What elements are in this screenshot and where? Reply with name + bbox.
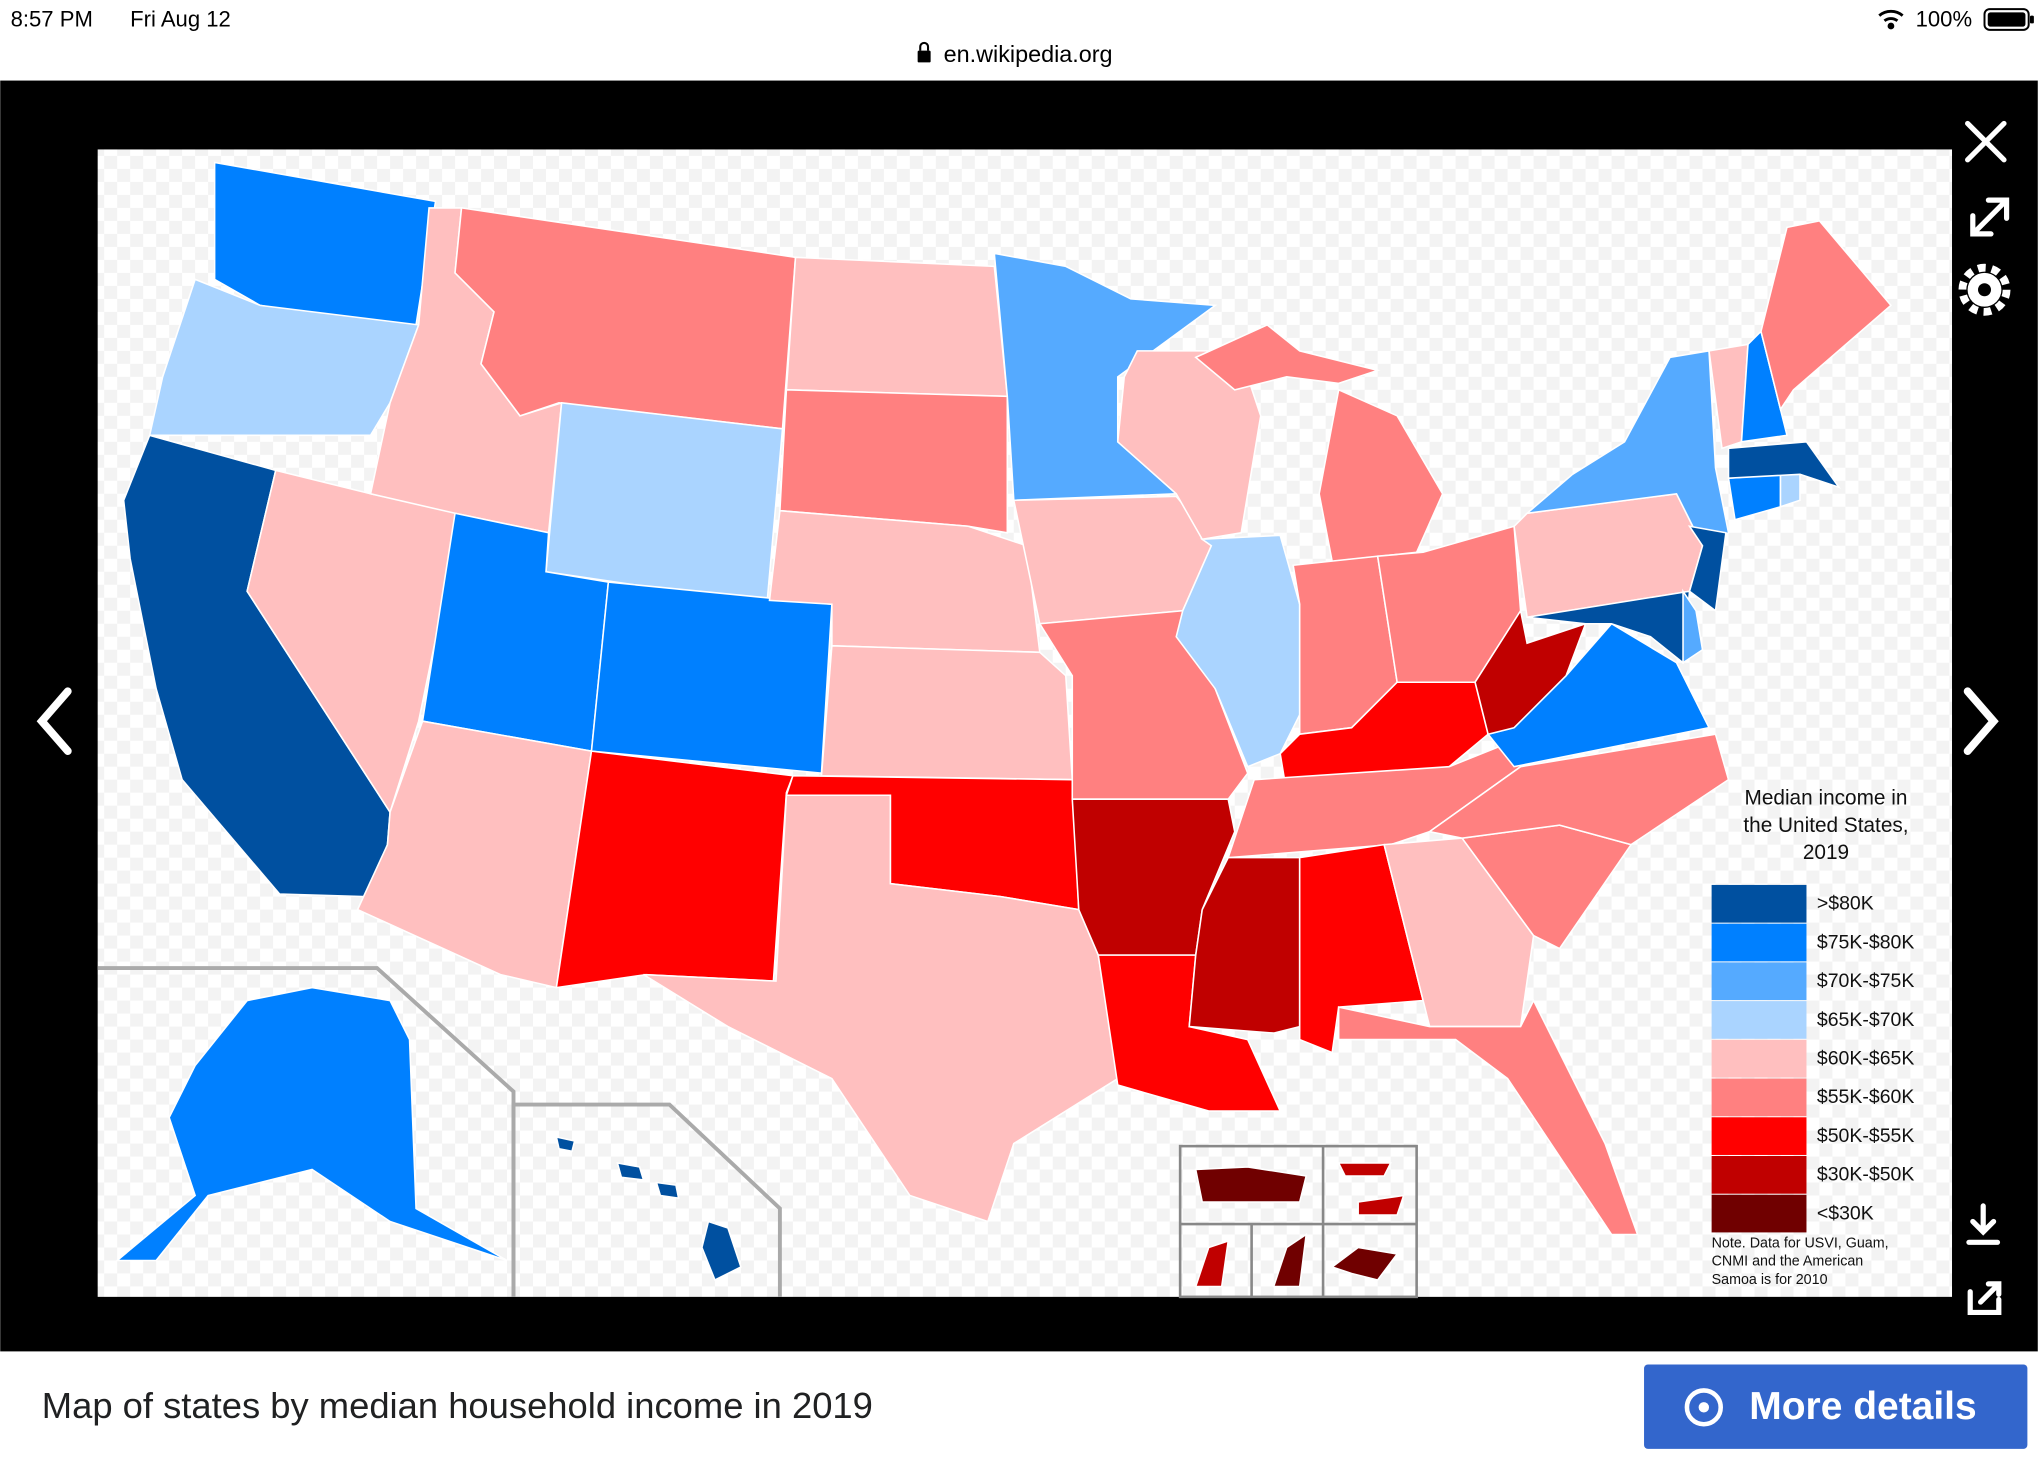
legend-swatch [1711, 884, 1807, 923]
state [1427, 733, 1730, 846]
state [1272, 1232, 1308, 1288]
state [115, 986, 508, 1262]
legend-swatch [1711, 1001, 1807, 1039]
legend-swatch [1711, 1039, 1807, 1078]
legend-label: $60K-$65K [1817, 1047, 1915, 1069]
legend-label: $30K-$50K [1817, 1164, 1915, 1186]
time: 8:57 PM [11, 7, 93, 32]
legend-note: Note. Data for USVI, Guam, [1712, 1235, 1889, 1251]
legend-swatch [1711, 1156, 1807, 1194]
details-icon [1684, 1388, 1723, 1427]
fullscreen-button[interactable] [1970, 197, 2010, 237]
more-details-label[interactable]: More details [1749, 1385, 1976, 1428]
state [1682, 588, 1704, 665]
state [993, 252, 1218, 502]
status-bar [0, 0, 2038, 81]
state [1012, 495, 1213, 625]
state [555, 750, 794, 989]
state [1175, 534, 1301, 768]
state [643, 794, 1119, 1223]
state [1194, 1239, 1230, 1288]
legend-label: >$80K [1817, 893, 1874, 915]
state [1687, 525, 1727, 613]
state [1357, 1194, 1405, 1216]
date: Fri Aug 12 [130, 7, 231, 32]
state [701, 1220, 742, 1282]
state [1337, 1162, 1392, 1177]
state [1194, 1166, 1308, 1203]
legend-swatch [1711, 923, 1807, 962]
battery-level: 100% [1916, 7, 1972, 32]
state [555, 1136, 576, 1153]
legend-label: <$30K [1817, 1202, 1874, 1224]
state [1330, 1246, 1399, 1281]
settings-button[interactable] [1958, 263, 2011, 316]
state [1337, 998, 1639, 1236]
viewer-controls [36, 120, 2010, 1316]
battery-icon [1983, 8, 2034, 31]
legend-note: Samoa is for 2010 [1712, 1272, 1828, 1288]
legend-label: $75K-$80K [1817, 931, 1915, 953]
state [655, 1181, 680, 1200]
state [590, 581, 833, 775]
state [820, 645, 1074, 781]
legend-label: $55K-$60K [1817, 1086, 1915, 1108]
lock-icon [917, 41, 931, 63]
more-details-button[interactable] [1644, 1364, 2028, 1449]
state [616, 1162, 645, 1181]
states [115, 161, 1893, 1288]
download-button[interactable] [1966, 1203, 2001, 1245]
legend-note: CNMI and the American [1712, 1254, 1864, 1270]
legend-swatch [1711, 1078, 1807, 1117]
state [545, 401, 784, 606]
legend-title: the United States, [1743, 814, 1908, 837]
state [1524, 349, 1730, 547]
state [1727, 441, 1841, 489]
legend-title: 2019 [1803, 841, 1849, 864]
legend-swatch [1711, 1194, 1807, 1233]
prev-button[interactable] [36, 687, 72, 755]
state [1760, 220, 1893, 412]
url[interactable]: en.wikipedia.org [944, 41, 1113, 67]
state [148, 278, 420, 437]
state [779, 389, 1009, 534]
caption: Map of states by median household income… [42, 1385, 873, 1426]
state [1474, 608, 1587, 736]
state [1194, 323, 1381, 391]
next-button[interactable] [1963, 687, 1999, 755]
legend: Median income in the United States, 2019 >$… [1711, 787, 1915, 1288]
legend-label: $70K-$75K [1817, 970, 1915, 992]
state [785, 256, 1009, 398]
inset-borders [97, 966, 1418, 1299]
legend-label: $50K-$55K [1817, 1125, 1915, 1147]
state [1740, 329, 1788, 443]
wifi-icon [1878, 9, 1904, 30]
legend-label: $65K-$70K [1817, 1009, 1915, 1031]
legend-title: Median income in [1745, 787, 1908, 810]
state [1779, 473, 1801, 508]
legend-swatch [1711, 962, 1807, 1001]
legend-swatch [1711, 1117, 1807, 1155]
share-button[interactable] [1967, 1281, 2002, 1316]
close-button[interactable] [1965, 120, 2007, 163]
